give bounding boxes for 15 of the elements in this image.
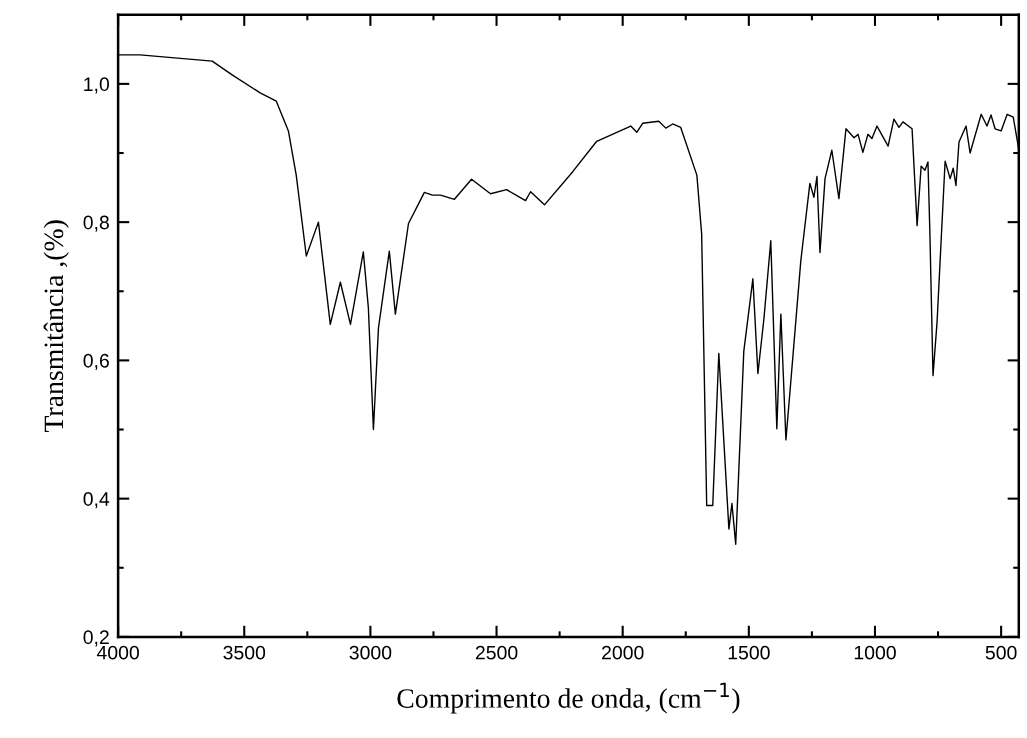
x-tick-label: 2000 bbox=[602, 645, 644, 660]
x-tick-label: 3000 bbox=[349, 645, 392, 660]
x-tick-label: 2500 bbox=[475, 645, 518, 660]
y-tick-label: 0,6 bbox=[83, 353, 109, 370]
y-tick-label: 0,2 bbox=[83, 630, 109, 647]
y-tick-label: 1,0 bbox=[84, 77, 110, 94]
y-tick-label: 0,4 bbox=[83, 492, 110, 509]
y-axis-title: Transmitância ,(%) bbox=[43, 220, 69, 433]
x-tick-label: 1000 bbox=[854, 645, 896, 660]
x-tick-label: 3500 bbox=[223, 645, 266, 660]
x-tick-label: 1500 bbox=[728, 645, 770, 660]
x-tick-label: 4000 bbox=[96, 645, 139, 660]
y-tick-label: 0,8 bbox=[83, 215, 109, 232]
x-tick-label: 500 bbox=[985, 645, 1017, 660]
x-axis-title: Comprimento de onda, (cm$^{−1}$) bbox=[397, 682, 740, 714]
